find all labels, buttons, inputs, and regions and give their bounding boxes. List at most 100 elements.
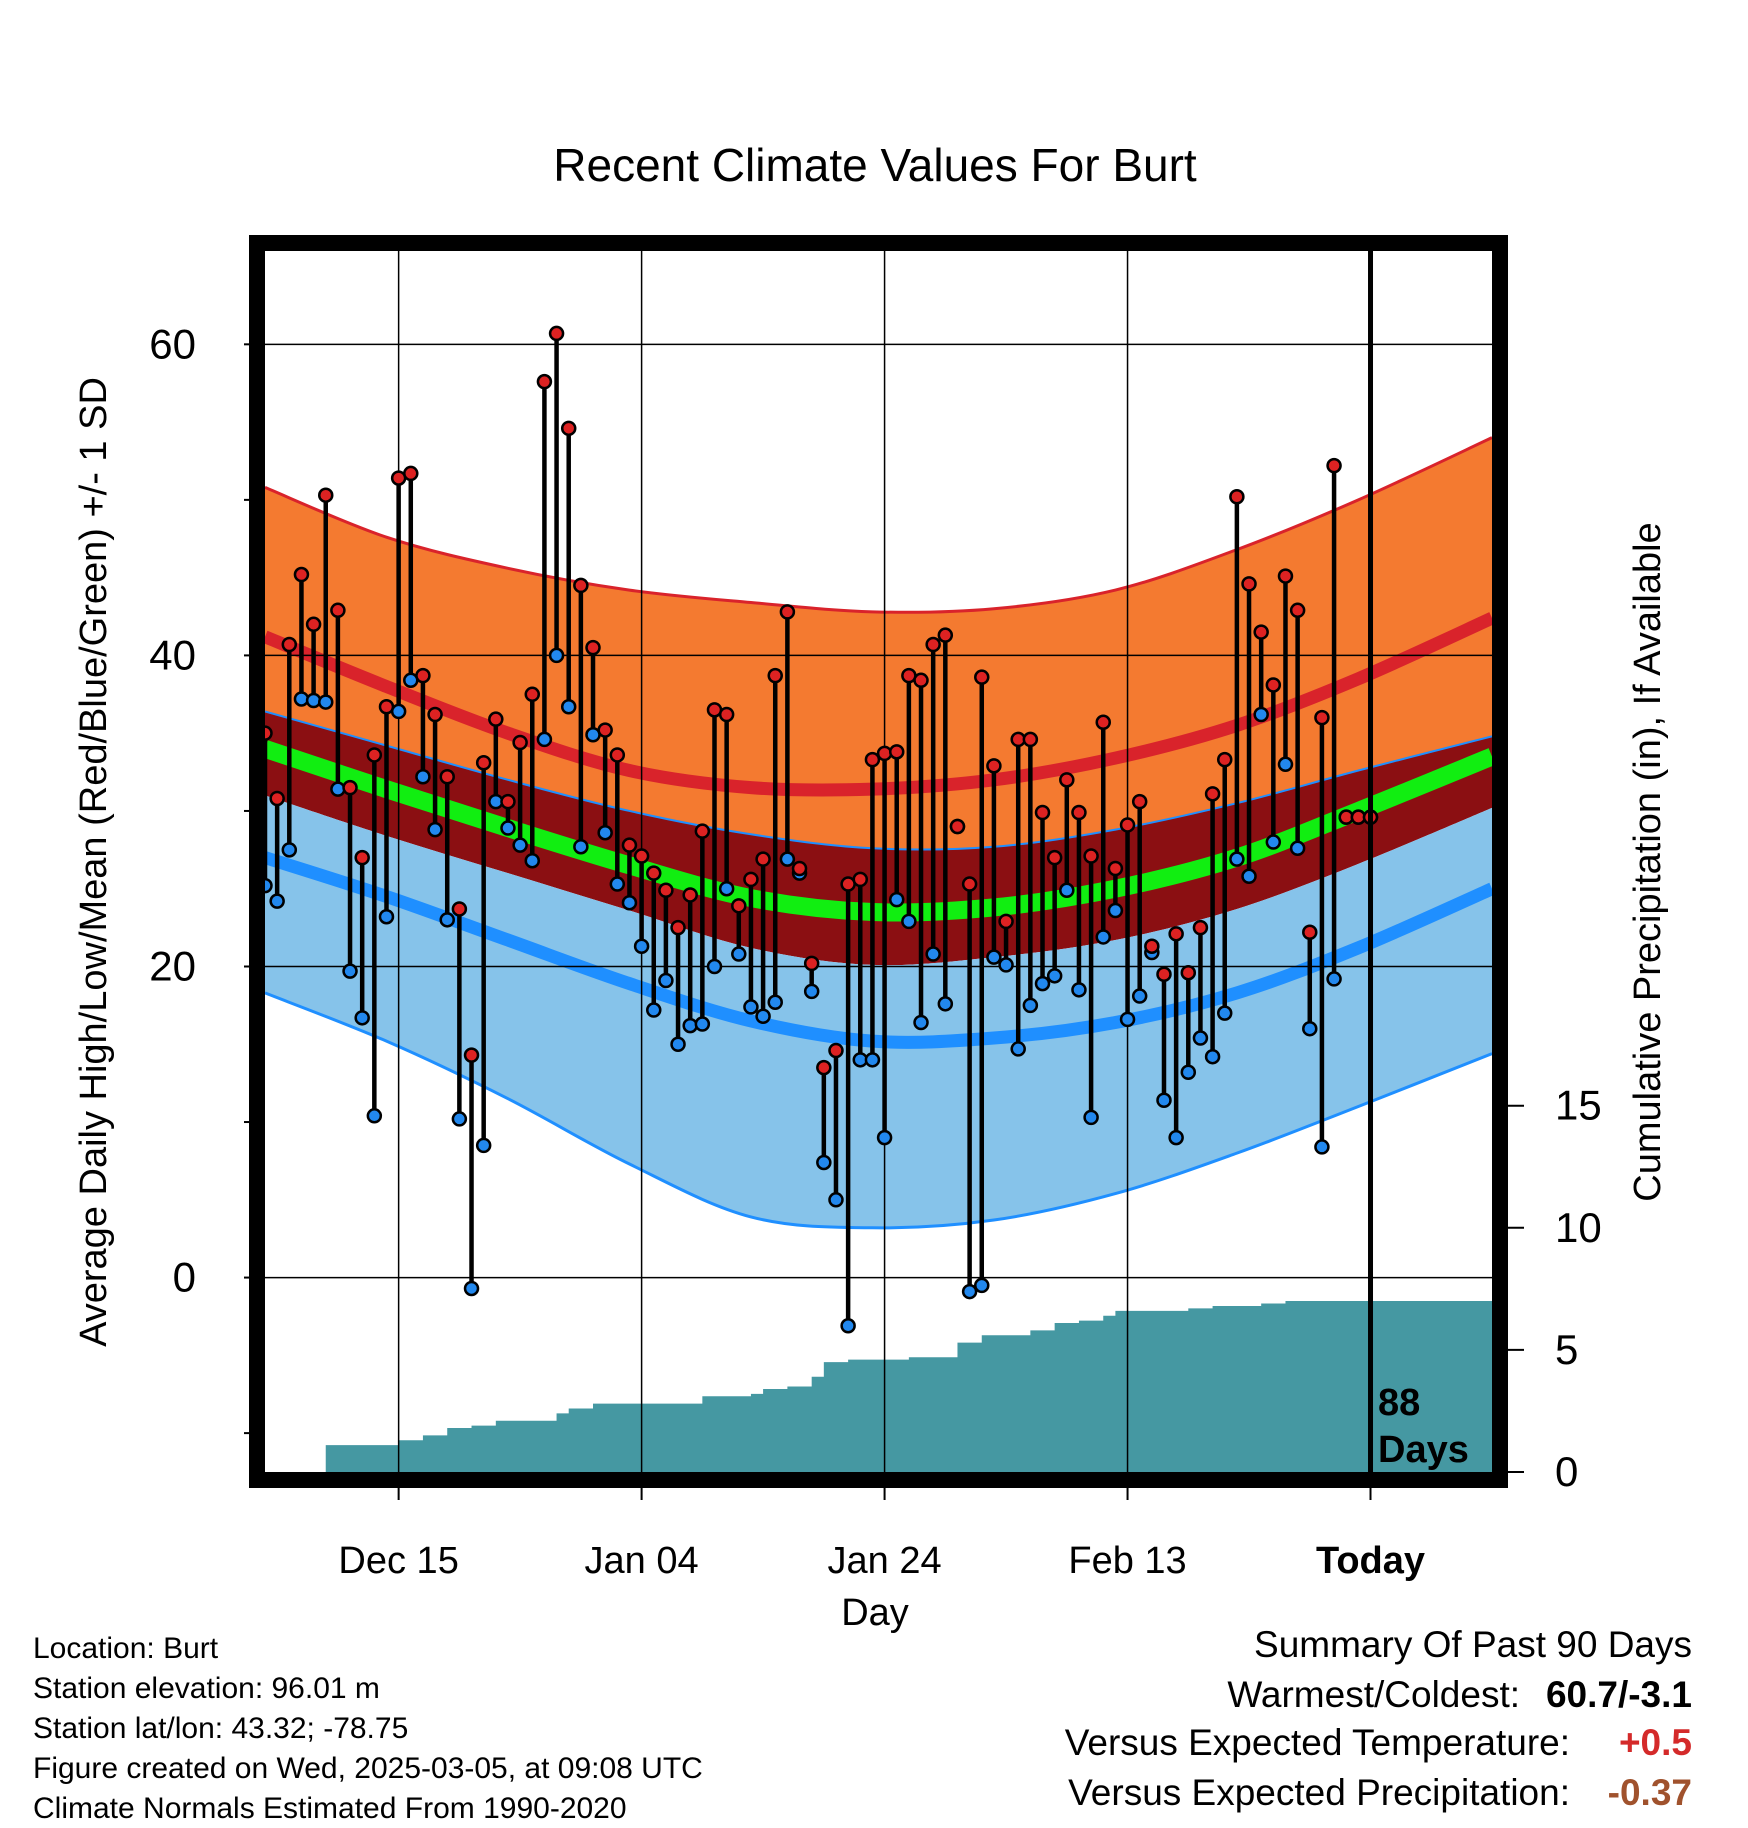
low-point	[281, 842, 298, 858]
high-point	[694, 823, 711, 839]
high-point	[961, 876, 978, 892]
high-point	[1302, 924, 1318, 941]
high-point	[646, 865, 662, 881]
chart-title: Recent Climate Values For Burt	[553, 139, 1197, 191]
high-point	[658, 882, 674, 899]
y-axis: 60 40 20 0	[149, 320, 257, 1435]
high-point	[269, 790, 285, 807]
high-point	[828, 1042, 844, 1059]
high-point	[621, 837, 638, 853]
x-tick-label-today: Today	[1316, 1540, 1425, 1582]
high-point	[1192, 919, 1209, 936]
low-point	[560, 698, 577, 715]
low-point	[694, 1016, 711, 1032]
low-point	[670, 1036, 686, 1053]
y-tick-label: 60	[149, 320, 196, 367]
high-point	[463, 1047, 480, 1063]
low-point	[621, 894, 638, 911]
high-point	[366, 747, 383, 763]
y2-tick-label: 15	[1555, 1082, 1602, 1129]
high-point	[1277, 568, 1294, 584]
low-point	[378, 908, 395, 925]
high-point	[767, 667, 783, 684]
low-point	[779, 851, 796, 867]
daily-range-stems	[265, 333, 1337, 1326]
low-point	[1180, 1064, 1197, 1081]
summary-title: Summary Of Past 90 Days	[1254, 1624, 1692, 1665]
high-point	[293, 566, 310, 583]
x-axis-label: Day	[841, 1592, 909, 1634]
low-point	[1046, 968, 1063, 984]
low-point	[1034, 975, 1051, 992]
x-tick-label: Dec 15	[338, 1540, 458, 1582]
low-point	[864, 1052, 881, 1068]
low-point	[1204, 1048, 1221, 1065]
high-point	[609, 747, 626, 763]
low-point	[1216, 1005, 1233, 1021]
low-point	[1022, 997, 1039, 1014]
high-point	[864, 751, 881, 768]
low-point	[1192, 1030, 1209, 1046]
high-point	[451, 901, 468, 917]
high-point	[1083, 848, 1099, 864]
high-point	[998, 913, 1014, 930]
low-point	[573, 838, 589, 855]
low-point	[828, 1192, 844, 1208]
y2-tick-label: 5	[1555, 1326, 1578, 1373]
high-point	[354, 849, 370, 866]
high-point	[439, 768, 455, 785]
high-point	[573, 577, 589, 594]
low-point	[803, 983, 820, 1000]
low-point	[1059, 882, 1075, 899]
today-days-count: 88	[1378, 1382, 1420, 1424]
low-point	[1071, 982, 1087, 998]
temp-anomaly-value: +0.5	[1618, 1722, 1692, 1763]
low-point	[1156, 1092, 1172, 1109]
y2-axis-label: Cumulative Precipitation (in), If Availa…	[1627, 522, 1669, 1201]
low-point	[840, 1318, 856, 1334]
high-point	[330, 602, 346, 619]
low-point	[974, 1277, 990, 1294]
high-point	[925, 636, 941, 653]
low-point	[1107, 902, 1124, 919]
high-point	[1059, 772, 1075, 788]
high-point	[816, 1059, 832, 1076]
low-point	[597, 824, 613, 841]
high-point	[755, 851, 771, 867]
low-point	[1131, 988, 1148, 1004]
high-point	[536, 373, 553, 390]
low-point	[1095, 929, 1111, 945]
low-point	[706, 958, 723, 975]
high-point	[305, 616, 322, 633]
low-point	[1253, 706, 1269, 723]
low-point	[913, 1014, 929, 1031]
low-point	[633, 938, 650, 955]
high-point	[281, 636, 298, 653]
low-point	[925, 946, 941, 962]
x-tick-label: Jan 04	[585, 1540, 699, 1582]
high-point	[1289, 602, 1306, 619]
high-point	[415, 667, 431, 684]
temp-anomaly-label: Versus Expected Temperature:	[1064, 1722, 1570, 1763]
low-point	[901, 913, 917, 930]
latlon-text: Station lat/lon: 43.32; -78.75	[33, 1712, 409, 1745]
low-point	[1241, 868, 1257, 885]
high-point	[1119, 817, 1136, 833]
low-point	[816, 1154, 832, 1171]
low-point	[1289, 840, 1306, 857]
low-point	[366, 1108, 383, 1124]
high-point	[1095, 714, 1111, 731]
low-point	[500, 820, 516, 836]
high-point	[937, 627, 954, 643]
daily-points	[265, 325, 1379, 1334]
high-point	[512, 734, 528, 751]
high-point	[1265, 677, 1282, 693]
low-point	[888, 891, 905, 908]
high-point	[427, 706, 443, 723]
low-point	[1302, 1020, 1318, 1037]
high-point	[1144, 938, 1160, 955]
normals-text: Climate Normals Estimated From 1990-2020	[33, 1792, 627, 1825]
today-days-label: Days	[1378, 1429, 1469, 1471]
y2-tick-label: 10	[1555, 1204, 1602, 1251]
location-text: Location: Burt	[33, 1632, 219, 1665]
